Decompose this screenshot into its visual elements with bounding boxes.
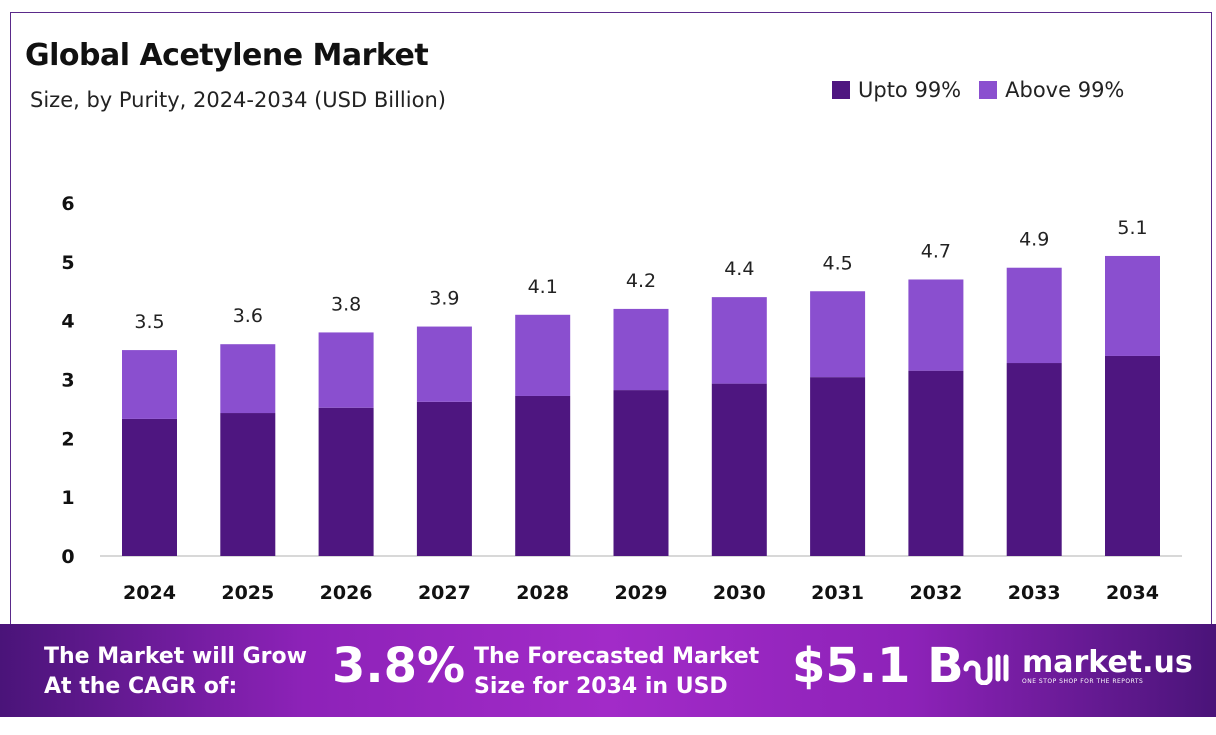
x-tick-label: 2029	[615, 582, 668, 604]
legend-label: Above 99%	[1005, 78, 1125, 102]
logo-name: market.us	[1022, 645, 1193, 680]
bar-segment-above-99	[220, 344, 276, 414]
bar-segment-upto-99	[1006, 363, 1062, 556]
total-data-label: 4.7	[921, 240, 951, 262]
bar-segment-above-99	[908, 279, 964, 371]
bar-segment-above-99	[515, 314, 571, 396]
total-data-label: 5.1	[1117, 217, 1147, 239]
legend: Upto 99% Above 99%	[832, 78, 1124, 102]
bar-segment-above-99	[1105, 255, 1160, 356]
cagr-label-line1: The Market will Grow	[44, 644, 307, 669]
y-tick-label: 3	[61, 370, 74, 392]
total-data-label: 4.2	[626, 270, 656, 292]
bar-segment-upto-99	[711, 383, 767, 556]
y-tick-label: 6	[61, 193, 74, 215]
total-data-label: 4.9	[1019, 229, 1049, 251]
legend-item-above-99: Above 99%	[979, 78, 1124, 102]
cagr-value: 3.8%	[332, 638, 466, 694]
y-tick-label: 0	[61, 546, 74, 568]
total-data-label: 3.5	[134, 311, 164, 333]
bar-chart: 0 1 2 3 4 5 6 3.5 2024 3.6 2025 3.8 2026 3.9 2027 4.1 20…	[61, 193, 1182, 604]
x-tick-label: 2026	[320, 582, 373, 604]
forecast-value: $5.1 B	[792, 638, 964, 694]
x-tick-label: 2034	[1106, 582, 1159, 604]
total-data-label: 3.9	[429, 288, 459, 310]
bar-segment-above-99	[416, 326, 472, 402]
bar-segment-upto-99	[318, 407, 374, 556]
y-tick-label: 5	[61, 252, 74, 274]
y-tick-label: 1	[61, 487, 74, 509]
forecast-label: The Forecasted Market Size for 2034 in U…	[474, 642, 759, 702]
bar-segment-upto-99	[515, 395, 571, 556]
total-data-label: 3.8	[331, 293, 361, 315]
legend-label: Upto 99%	[858, 78, 962, 102]
bar-segment-upto-99	[220, 413, 276, 556]
x-tick-label: 2030	[713, 582, 766, 604]
bar-segment-above-99	[122, 350, 177, 419]
x-tick-label: 2033	[1008, 582, 1061, 604]
summary-banner: The Market will Grow At the CAGR of: 3.8…	[0, 624, 1216, 717]
x-tick-label: 2031	[811, 582, 864, 604]
total-data-label: 4.4	[724, 258, 754, 280]
total-data-label: 4.1	[528, 276, 558, 298]
bar-segment-above-99	[318, 332, 374, 408]
legend-swatch	[979, 81, 998, 99]
legend-swatch	[832, 81, 850, 99]
x-tick-label: 2027	[418, 582, 471, 604]
x-tick-label: 2025	[221, 582, 274, 604]
bar-segment-above-99	[1006, 267, 1062, 364]
cagr-label: The Market will Grow At the CAGR of:	[44, 642, 307, 702]
x-tick-label: 2028	[516, 582, 569, 604]
bar-segment-upto-99	[416, 401, 472, 556]
bar-segment-upto-99	[908, 370, 964, 556]
frame-border	[10, 12, 1212, 712]
bar-segment-above-99	[613, 308, 669, 391]
bar-segment-upto-99	[613, 390, 669, 556]
cagr-label-line2: At the CAGR of:	[44, 674, 238, 699]
forecast-label-line2: Size for 2034 in USD	[474, 674, 728, 699]
market-us-logo: market.us ONE STOP SHOP FOR THE REPORTS	[962, 648, 1193, 685]
x-tick-label: 2032	[909, 582, 962, 604]
chart-title: Global Acetylene Market	[25, 38, 429, 73]
bar-segment-above-99	[810, 291, 866, 378]
bar-segment-upto-99	[1105, 355, 1160, 556]
legend-item-upto-99: Upto 99%	[832, 78, 961, 102]
total-data-label: 4.5	[822, 252, 852, 274]
chart-subtitle: Size, by Purity, 2024-2034 (USD Billion)	[30, 88, 446, 112]
bar-segment-above-99	[711, 297, 767, 384]
y-tick-label: 4	[61, 311, 74, 333]
forecast-label-line1: The Forecasted Market	[474, 644, 760, 669]
total-data-label: 3.6	[233, 305, 263, 327]
bar-segment-upto-99	[122, 418, 177, 556]
bar-segment-upto-99	[810, 377, 866, 556]
logo-icon	[963, 654, 1009, 685]
x-tick-label: 2024	[123, 582, 176, 604]
logo-tagline: ONE STOP SHOP FOR THE REPORTS	[1022, 678, 1144, 685]
y-tick-label: 2	[61, 428, 74, 450]
